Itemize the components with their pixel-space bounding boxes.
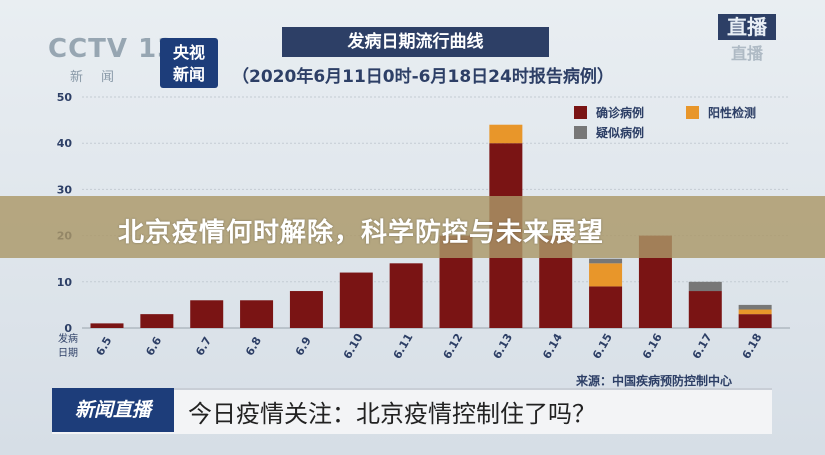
chart-subtitle: （2020年6月11日0时-6月18日24时报告病例） [232, 67, 614, 87]
x-tick-label: 6.16 [640, 331, 665, 361]
y-tick-label: 10 [57, 276, 73, 289]
bar-确诊病例 [190, 300, 224, 328]
x-tick-label: 6.7 [193, 335, 214, 358]
x-tick-label: 6.8 [243, 335, 264, 358]
y-tick-label: 0 [64, 322, 72, 335]
bar-确诊病例 [738, 314, 772, 328]
bar-疑似病例 [589, 258, 623, 264]
x-axis-label: 发病 [58, 332, 78, 345]
news-channel-badge: 央视 新闻 [160, 38, 218, 88]
live-logo: 直播 直播 [718, 14, 776, 64]
bar-确诊病例 [240, 300, 274, 328]
y-tick-label: 50 [57, 91, 73, 104]
y-tick-label: 30 [57, 183, 73, 196]
cctv-sub-label: 新闻 [70, 70, 133, 85]
ticker-tag: 新闻直播 [52, 388, 174, 432]
news-badge-line-2: 新闻 [172, 65, 205, 84]
legend-swatch [574, 126, 587, 139]
x-tick-label: 6.9 [293, 335, 314, 358]
ticker-text: 今日疫情关注：北京疫情控制住了吗？ [188, 400, 596, 428]
bar-确诊病例 [289, 291, 323, 328]
bar-确诊病例 [90, 323, 124, 328]
cctv-logo: CCTV 13 [48, 34, 177, 64]
x-tick-label: 6.12 [441, 331, 466, 361]
headline-banner [0, 196, 825, 258]
headline-text: 北京疫情何时解除，科学防控与未来展望 [118, 218, 605, 248]
live-logo-bottom: 直播 [730, 44, 763, 63]
x-tick-label: 6.5 [93, 335, 114, 358]
x-tick-label: 6.18 [740, 331, 765, 361]
chart-title: 发病日期流行曲线 [282, 27, 549, 57]
x-tick-label: 6.13 [490, 331, 515, 361]
bar-确诊病例 [140, 314, 174, 328]
legend-label: 确诊病例 [596, 105, 644, 120]
bar-疑似病例 [738, 304, 772, 310]
legend-swatch [686, 106, 699, 119]
chart-source: 来源：中国疾病预防控制中心 [576, 374, 733, 388]
bar-阳性检测 [738, 309, 772, 315]
live-logo-top: 直播 [718, 14, 776, 40]
y-tick-label: 40 [57, 137, 73, 150]
bar-确诊病例 [389, 263, 423, 328]
legend-label: 疑似病例 [596, 125, 644, 140]
x-tick-label: 6.6 [143, 334, 164, 358]
bar-确诊病例 [589, 286, 623, 328]
x-tick-label: 6.14 [540, 331, 565, 361]
x-tick-label: 6.17 [690, 331, 715, 361]
bar-阳性检测 [589, 263, 623, 287]
legend-swatch [574, 106, 587, 119]
legend-label: 阳性检测 [708, 105, 756, 120]
bar-疑似病例 [688, 281, 722, 292]
x-tick-label: 6.10 [341, 331, 366, 361]
x-tick-label: 6.15 [590, 331, 615, 361]
bar-确诊病例 [688, 291, 722, 328]
news-badge-line-1: 央视 [172, 43, 205, 62]
x-tick-label: 6.11 [391, 331, 416, 361]
x-axis-label: 日期 [58, 347, 78, 359]
bar-阳性检测 [489, 124, 523, 144]
bar-确诊病例 [339, 272, 373, 328]
